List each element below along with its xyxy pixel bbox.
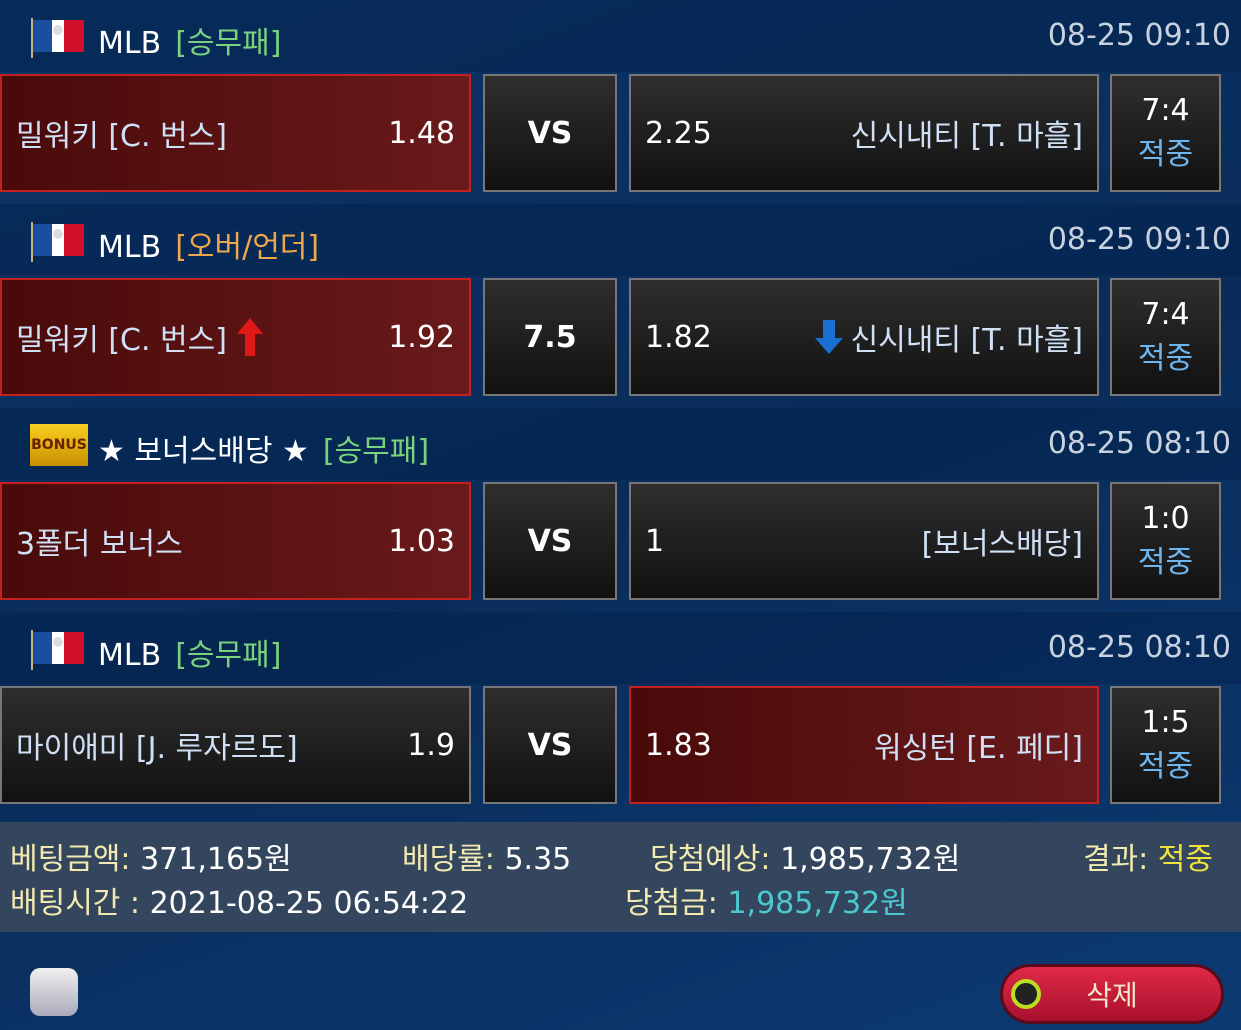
bet-row: MLB [승무패] 08-25 08:10 마이애미 [J. 루자르도] 1.9 V… <box>0 612 1241 816</box>
bet-amount: 371,165원 <box>140 842 292 877</box>
away-pick[interactable]: 1.82 신시내티 [T. 마흘] <box>629 278 1099 396</box>
expected-win: 1,985,732원 <box>780 842 961 877</box>
bet-time: 2021-08-25 06:54:22 <box>149 886 469 921</box>
home-pick[interactable]: 3폴더 보너스 1.03 <box>0 482 471 600</box>
league-name: MLB <box>98 230 162 265</box>
bet-type: [승무패] <box>322 434 430 469</box>
win-label: 당첨금: <box>625 886 718 921</box>
away-odds: 1 <box>645 523 665 559</box>
delete-button[interactable]: 삭제 <box>1000 964 1224 1024</box>
match-date: 08-25 08:10 <box>1047 426 1231 461</box>
middle-value: VS <box>527 115 573 151</box>
home-team: 3폴더 보너스 <box>16 527 183 562</box>
score: 7:4 <box>1141 297 1190 332</box>
bet-type: [승무패] <box>175 26 282 61</box>
away-pick[interactable]: 1 [보너스배당] <box>629 482 1099 600</box>
home-odds: 1.92 <box>388 319 455 355</box>
home-odds: 1.9 <box>407 727 455 763</box>
mlb-logo-icon <box>30 16 86 58</box>
result-label: 결과: <box>1082 842 1149 877</box>
draw-pick[interactable]: VS <box>483 74 617 192</box>
draw-pick[interactable]: VS <box>483 686 617 804</box>
league-name: ★ 보너스배당 ★ <box>98 434 309 469</box>
away-team: 신시내티 [T. 마흘] <box>850 119 1083 154</box>
home-odds: 1.48 <box>388 115 455 151</box>
time-label: 배팅시간 : <box>10 886 141 921</box>
away-pick[interactable]: 2.25 신시내티 [T. 마흘] <box>629 74 1099 192</box>
away-pick[interactable]: 1.83 워싱턴 [E. 페디] <box>629 686 1099 804</box>
bet-header: MLB [승무패] 08-25 08:10 <box>0 612 1241 684</box>
result-status: 적중 <box>1137 749 1194 784</box>
result: 적중 <box>1157 842 1213 877</box>
result-status: 적중 <box>1137 545 1194 580</box>
away-team: 워싱턴 [E. 페디] <box>874 731 1083 766</box>
middle-value: VS <box>527 523 573 559</box>
home-team: 밀워키 [C. 번스] <box>16 323 227 358</box>
score-box: 1:5 적중 <box>1110 686 1221 804</box>
away-team: [보너스배당] <box>921 527 1083 562</box>
score: 1:0 <box>1141 501 1190 536</box>
home-pick[interactable]: 마이애미 [J. 루자르도] 1.9 <box>0 686 471 804</box>
score-box: 1:0 적중 <box>1110 482 1221 600</box>
select-checkbox[interactable] <box>30 968 78 1016</box>
bet-row: BONUS ★ 보너스배당 ★ [승무패] 08-25 08:10 3폴더 보너스… <box>0 408 1241 612</box>
bet-header: BONUS ★ 보너스배당 ★ [승무패] 08-25 08:10 <box>0 408 1241 480</box>
mlb-logo-icon <box>30 220 86 262</box>
win-amount: 1,985,732원 <box>727 886 908 921</box>
bet-amount-label: 베팅금액: <box>10 842 131 877</box>
match-date: 08-25 09:10 <box>1047 18 1231 53</box>
score-box: 7:4 적중 <box>1110 74 1221 192</box>
away-odds: 2.25 <box>645 115 712 151</box>
home-odds: 1.03 <box>388 523 455 559</box>
bet-header: MLB [승무패] 08-25 09:10 <box>0 0 1241 72</box>
home-team: 마이애미 [J. 루자르도] <box>16 731 298 766</box>
bet-type: [오버/언더] <box>175 230 320 265</box>
match-date: 08-25 08:10 <box>1047 630 1231 665</box>
toggle-knob-icon <box>1011 979 1041 1009</box>
result-status: 적중 <box>1137 341 1194 376</box>
draw-pick[interactable]: 7.5 <box>483 278 617 396</box>
delete-label: 삭제 <box>1086 979 1138 1012</box>
draw-pick[interactable]: VS <box>483 482 617 600</box>
arrow-down-icon <box>814 320 843 354</box>
result-status: 적중 <box>1137 137 1194 172</box>
score: 7:4 <box>1141 93 1190 128</box>
rate-label: 배당률: <box>402 842 495 877</box>
bet-row: MLB [승무패] 08-25 09:10 밀워키 [C. 번스] 1.48 VS … <box>0 0 1241 204</box>
score-box: 7:4 적중 <box>1110 278 1221 396</box>
away-odds: 1.83 <box>645 727 712 763</box>
bet-row: MLB [오버/언더] 08-25 09:10 밀워키 [C. 번스] 1.92 7… <box>0 204 1241 408</box>
bonus-icon: BONUS <box>30 424 88 466</box>
expected-label: 당첨예상: <box>650 842 771 877</box>
bet-summary: 베팅금액: 371,165원 배당률: 5.35 당첨예상: 1,985,732… <box>0 822 1241 932</box>
home-pick[interactable]: 밀워키 [C. 번스] 1.48 <box>0 74 471 192</box>
bet-type: [승무패] <box>175 638 282 673</box>
away-team: 신시내티 [T. 마흘] <box>850 323 1083 358</box>
home-team: 밀워키 [C. 번스] <box>16 119 227 154</box>
league-name: MLB <box>98 26 162 61</box>
rate: 5.35 <box>504 842 572 877</box>
bet-header: MLB [오버/언더] 08-25 09:10 <box>0 204 1241 276</box>
arrow-up-icon <box>236 318 263 356</box>
home-pick[interactable]: 밀워키 [C. 번스] 1.92 <box>0 278 471 396</box>
match-date: 08-25 09:10 <box>1047 222 1231 257</box>
away-odds: 1.82 <box>645 319 712 355</box>
middle-value: 7.5 <box>523 319 577 355</box>
mlb-logo-icon <box>30 628 86 670</box>
score: 1:5 <box>1141 705 1190 740</box>
league-name: MLB <box>98 638 162 673</box>
middle-value: VS <box>527 727 573 763</box>
